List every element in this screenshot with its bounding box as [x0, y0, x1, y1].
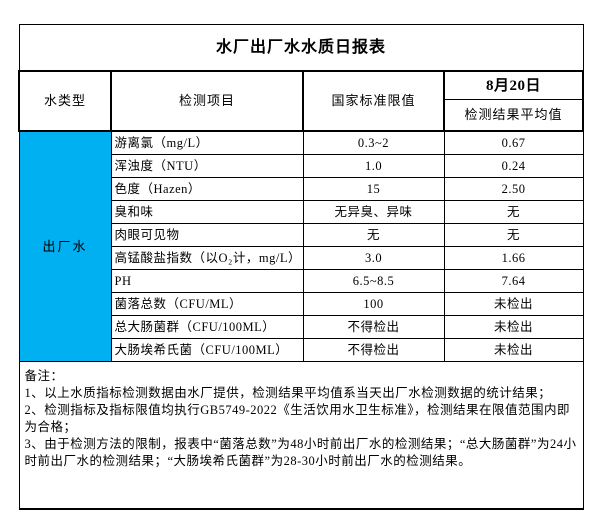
item-cell: 肉眼可见物	[110, 223, 304, 247]
result-cell: 2.50	[443, 177, 584, 201]
item-cell: PH	[110, 269, 304, 293]
table-row: 大肠埃希氏菌（CFU/100ML） 不得检出 未检出	[19, 338, 584, 362]
result-cell: 未检出	[443, 292, 584, 316]
item-cell: 大肠埃希氏菌（CFU/100ML）	[110, 338, 304, 362]
header-test-item: 检测项目	[110, 70, 304, 132]
notes-section: 备注： 1、以上水质指标检测数据由水厂提供，检测结果平均值系当天出厂水检测数据的…	[18, 361, 584, 510]
result-cell: 无	[443, 200, 584, 224]
table-row: 菌落总数（CFU/ML） 100 未检出	[19, 292, 584, 316]
item-cell: 菌落总数（CFU/ML）	[110, 292, 304, 316]
result-cell: 1.66	[443, 246, 584, 270]
limit-cell: 6.5~8.5	[302, 269, 445, 293]
result-cell: 未检出	[443, 315, 584, 339]
limit-cell: 无	[302, 223, 445, 247]
limit-cell: 不得检出	[302, 338, 445, 362]
limit-cell: 100	[302, 292, 445, 316]
result-cell: 0.67	[443, 130, 584, 155]
result-cell: 无	[443, 223, 584, 247]
limit-cell: 1.0	[302, 154, 445, 178]
note-item-1: 1、以上水质指标检测数据由水厂提供，检测结果平均值系当天出厂水检测数据的统计结果…	[24, 386, 552, 400]
note-item-2: 2、检测指标及指标限值均执行GB5749-2022《生活饮用水卫生标准》，检测结…	[24, 403, 571, 434]
limit-cell: 无异臭、异味	[302, 200, 445, 224]
header-standard-limit: 国家标准限值	[302, 70, 445, 132]
notes-label: 备注：	[24, 369, 64, 383]
header-date: 8月20日	[442, 70, 585, 100]
result-cell: 未检出	[443, 338, 584, 362]
table-row: 总大肠菌群（CFU/100ML） 不得检出 未检出	[19, 315, 584, 339]
report-title: 水厂出厂水水质日报表	[18, 24, 584, 72]
item-cell: 总大肠菌群（CFU/100ML）	[110, 315, 304, 339]
header-result-average: 检测结果平均值	[442, 99, 585, 132]
water-type-cell: 出厂水	[18, 130, 112, 362]
note-item-3: 3、由于检测方法的限制，报表中“菌落总数”为48小时前出厂水的检测结果；“总大肠…	[24, 437, 577, 468]
item-cell: 浑浊度（NTU）	[110, 154, 304, 178]
header-water-type: 水类型	[18, 70, 112, 132]
item-cell: 游离氯（mg/L）	[110, 130, 304, 155]
report-table: 水厂出厂水水质日报表 水类型 检测项目 国家标准限值 8月20日 检测结果平均值…	[18, 24, 585, 510]
limit-cell: 15	[302, 177, 445, 201]
result-cell: 0.24	[443, 154, 584, 178]
result-cell: 7.64	[443, 269, 584, 293]
table-row: 高锰酸盐指数（以O₂计，mg/L） 3.0 1.66	[19, 246, 584, 270]
table-row: PH 6.5~8.5 7.64	[19, 269, 584, 293]
table-row: 臭和味 无异臭、异味 无	[19, 200, 584, 224]
limit-cell: 3.0	[302, 246, 445, 270]
table-row: 浑浊度（NTU） 1.0 0.24	[19, 154, 584, 178]
table-row: 肉眼可见物 无 无	[19, 223, 584, 247]
item-cell: 高锰酸盐指数（以O₂计，mg/L）	[110, 246, 304, 270]
item-cell: 色度（Hazen）	[110, 177, 304, 201]
item-cell: 臭和味	[110, 200, 304, 224]
table-row: 色度（Hazen） 15 2.50	[19, 177, 584, 201]
limit-cell: 不得检出	[302, 315, 445, 339]
limit-cell: 0.3~2	[302, 130, 445, 155]
table-row: 出厂水 游离氯（mg/L） 0.3~2 0.67	[18, 130, 584, 362]
